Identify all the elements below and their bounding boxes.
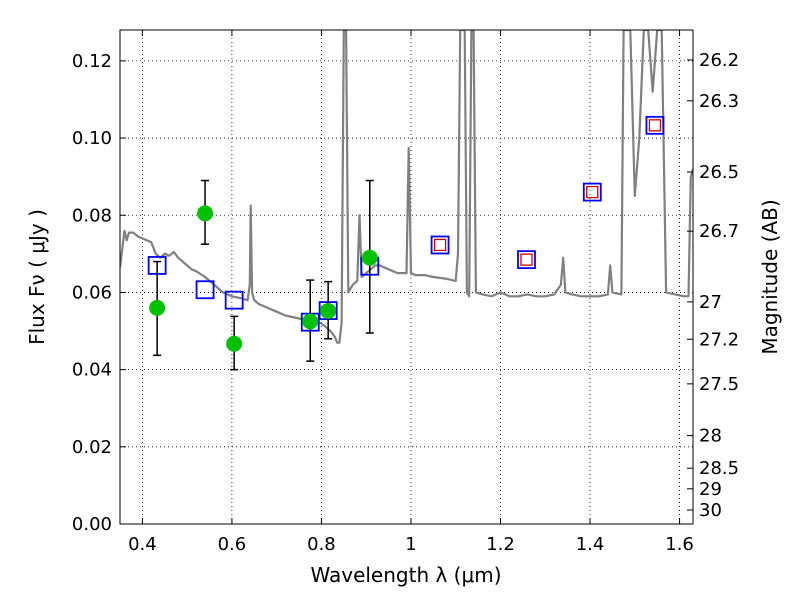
x-tick-label: 1.2: [486, 534, 515, 555]
model-spectrum-line: [120, 30, 693, 344]
model-box-inner: [648, 119, 662, 132]
y-axis-label: Flux Fν ( μJy ): [25, 209, 49, 345]
y-tick-label: 0.00: [72, 514, 112, 535]
model-box: [224, 290, 244, 310]
y-tick-label: 0.08: [72, 205, 112, 226]
x-tick-label: 1: [405, 534, 416, 555]
plot-background: [120, 30, 693, 524]
right-tick-label: 28.5: [699, 458, 739, 479]
observed-point: [149, 299, 166, 316]
right-tick-label: 30: [699, 500, 722, 521]
right-tick-label: 27.5: [699, 374, 739, 395]
model-box: [645, 115, 665, 135]
right-axis-label: Magnitude (AB): [758, 199, 782, 354]
right-tick-label: 28: [699, 426, 722, 447]
plot-frame: [119, 29, 694, 525]
x-tick-label: 0.6: [218, 534, 247, 555]
axis-ticks: 0.4 0.6 0.8 1 1.2 1.4 1.6 0.00 0.02 0.04 0.06 0.08 0…: [72, 30, 739, 555]
x-tick-label: 0.8: [307, 534, 336, 555]
right-tick-label: 27: [699, 292, 722, 313]
y-tick-label: 0.10: [72, 128, 112, 149]
model-box: [430, 235, 450, 255]
observed-point: [226, 335, 243, 352]
model-box-inner: [586, 185, 599, 199]
model-box: [582, 182, 602, 202]
model-box: [517, 250, 536, 270]
observed-point: [320, 302, 337, 319]
observed-point: [361, 249, 378, 266]
x-tick-label: 0.4: [128, 534, 157, 555]
observed-flux-points: [149, 179, 378, 371]
y-tick-label: 0.12: [72, 51, 112, 72]
model-box: [195, 280, 215, 300]
x-tick-label: 1.4: [576, 534, 605, 555]
right-tick-label: 29: [699, 479, 722, 500]
right-tick-label: 27.2: [699, 329, 739, 350]
x-axis-label: Wavelength λ (μm): [310, 563, 501, 587]
model-box-inner: [433, 238, 447, 252]
model-box-inner: [520, 253, 533, 266]
right-tick-label: 26.2: [699, 50, 739, 71]
observed-point: [197, 205, 214, 222]
y-tick-label: 0.04: [72, 360, 112, 381]
x-tick-label: 1.6: [665, 534, 694, 555]
y-tick-label: 0.06: [72, 282, 112, 303]
y-tick-label: 0.02: [72, 437, 112, 458]
right-tick-label: 26.3: [699, 91, 739, 112]
observed-point: [302, 313, 319, 330]
plot-marks: [120, 30, 693, 371]
right-tick-label: 26.5: [699, 162, 739, 183]
right-tick-label: 26.7: [699, 221, 739, 242]
